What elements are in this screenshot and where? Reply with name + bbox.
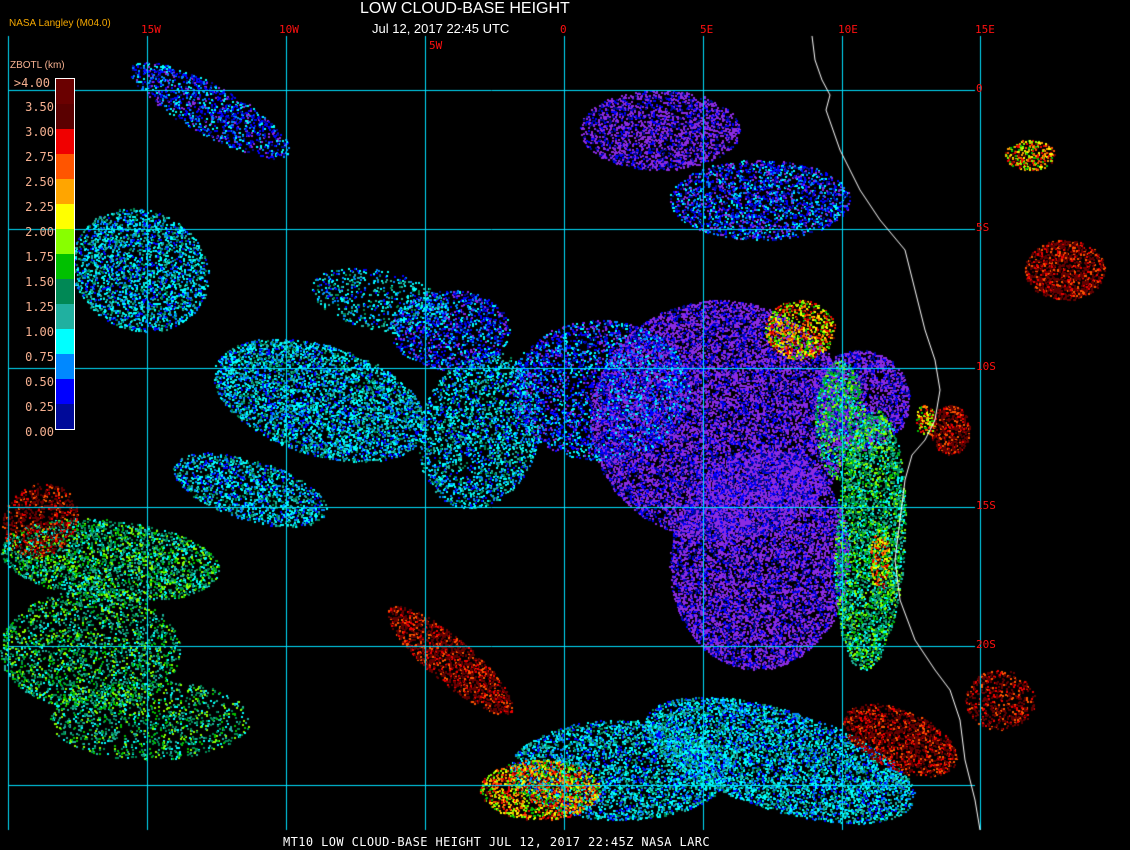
legend-row: 3.00 xyxy=(10,125,76,153)
legend-row: 1.75 xyxy=(10,250,76,278)
legend-row: 2.50 xyxy=(10,175,76,203)
lon-label-15e: 15E xyxy=(975,23,995,36)
legend-row: 0.50 xyxy=(10,375,76,403)
legend-row: 0.75 xyxy=(10,350,76,378)
legend-swatch xyxy=(56,329,74,354)
legend-swatch xyxy=(56,129,74,154)
caption: MT10 LOW CLOUD-BASE HEIGHT JUL 12, 2017 … xyxy=(283,835,710,849)
legend-label: 2.00 xyxy=(25,225,54,239)
lat-label-15s: 15S xyxy=(976,499,996,512)
legend-row: 2.25 xyxy=(10,200,76,228)
legend-title: ZBOTL (km) xyxy=(10,60,65,71)
lon-label-10e: 10E xyxy=(838,23,858,36)
lat-label-10s: 10S xyxy=(976,360,996,373)
legend-row: 0.25 xyxy=(10,400,76,428)
legend-swatch xyxy=(56,179,74,204)
legend-label: 0.25 xyxy=(25,400,54,414)
legend-colorbar xyxy=(55,78,75,430)
legend-swatch xyxy=(56,204,74,229)
legend-swatch xyxy=(56,229,74,254)
legend-label: >4.00 xyxy=(13,76,50,90)
legend-row: 2.00 xyxy=(10,225,76,253)
lat-label-0: 0 xyxy=(976,82,983,95)
legend-row: 1.50 xyxy=(10,275,76,303)
lat-label-20s: 20S xyxy=(976,638,996,651)
legend-swatch xyxy=(56,354,74,379)
legend-swatch xyxy=(56,304,74,329)
legend-label: 0.75 xyxy=(25,350,54,364)
legend-swatch xyxy=(56,154,74,179)
lon-label-5e: 5E xyxy=(700,23,714,36)
legend-label: 2.50 xyxy=(25,175,54,189)
legend-swatch xyxy=(56,404,74,429)
legend-label: 2.25 xyxy=(25,200,54,214)
lon-label-5w: 5W xyxy=(429,39,443,52)
legend-row: >4.00 xyxy=(10,76,76,103)
legend-row: 1.00 xyxy=(10,325,76,353)
legend-swatch xyxy=(56,279,74,304)
lon-label-0: 0 xyxy=(560,23,567,36)
legend-row: 2.75 xyxy=(10,150,76,178)
legend-swatch xyxy=(56,79,74,104)
legend-label: 1.00 xyxy=(25,325,54,339)
legend-label: 1.75 xyxy=(25,250,54,264)
legend-row: 3.50 xyxy=(10,100,76,128)
legend-swatch xyxy=(56,254,74,279)
legend-label: 2.75 xyxy=(25,150,54,164)
organization-label: NASA Langley (M04.0) xyxy=(9,18,111,29)
legend-labels: >4.00 3.50 3.00 2.75 2.50 2.25 2.00 1.75 1.50 1.2… xyxy=(10,76,76,453)
legend-row: 1.25 xyxy=(10,300,76,328)
legend-label: 3.50 xyxy=(25,100,54,114)
legend-label: 3.00 xyxy=(25,125,54,139)
map-title: LOW CLOUD-BASE HEIGHT xyxy=(360,0,570,17)
legend-label: 1.25 xyxy=(25,300,54,314)
legend-swatch xyxy=(56,379,74,404)
legend-row: 0.00 xyxy=(10,425,76,453)
lat-label-5s: 5S xyxy=(976,221,990,234)
legend-label: 1.50 xyxy=(25,275,54,289)
map-timestamp: Jul 12, 2017 22:45 UTC xyxy=(372,21,510,36)
legend-swatch xyxy=(56,104,74,129)
lon-label-10w: 10W xyxy=(279,23,299,36)
legend-label: 0.50 xyxy=(25,375,54,389)
legend-label: 0.00 xyxy=(25,425,54,439)
lon-label-15w: 15W xyxy=(141,23,161,36)
